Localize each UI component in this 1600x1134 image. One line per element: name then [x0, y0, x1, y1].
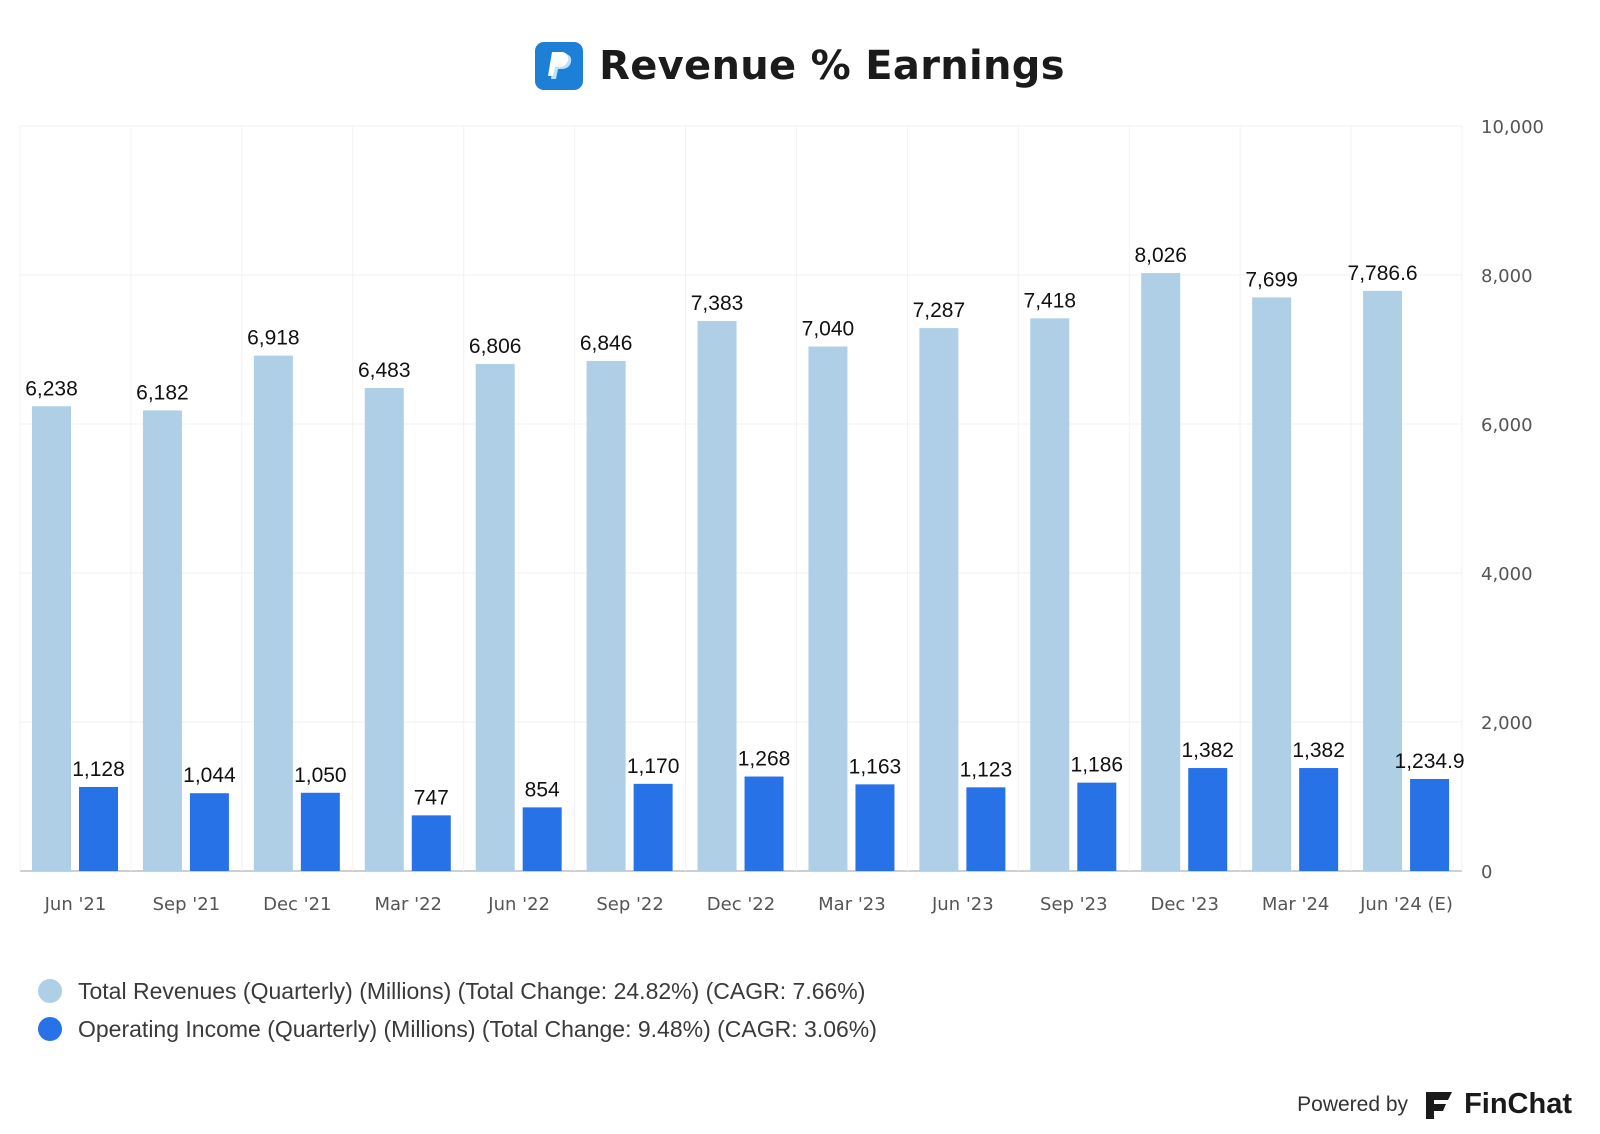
legend-item-operating-income[interactable]: Operating Income (Quarterly) (Millions) … — [38, 1010, 877, 1048]
data-label-operating-income: 1,382 — [1292, 739, 1345, 762]
x-axis-tick-labels: Jun '21 Sep '21 Dec '21 Mar '22 Jun '22 Sep '… — [44, 894, 1453, 915]
bar-revenue[interactable] — [697, 320, 737, 871]
data-label-revenue: 7,418 — [1024, 289, 1077, 312]
bar-operating-income[interactable] — [966, 787, 1006, 871]
data-label-revenue: 6,846 — [580, 332, 633, 355]
x-tick-label: Sep '23 — [1040, 894, 1108, 915]
bar-operating-income[interactable] — [1188, 768, 1228, 871]
gridlines — [19, 125, 1463, 872]
bar-revenue[interactable] — [32, 406, 71, 871]
powered-by-text: Powered by — [1297, 1092, 1409, 1116]
data-label-revenue: 6,918 — [247, 327, 300, 350]
data-label-revenue: 6,483 — [358, 359, 411, 382]
data-label-operating-income: 1,186 — [1071, 754, 1124, 777]
data-label-revenue: 7,040 — [802, 318, 855, 341]
x-tick-label: Mar '22 — [374, 894, 442, 915]
data-label-operating-income: 1,163 — [849, 755, 902, 778]
bar-operating-income[interactable] — [522, 807, 562, 871]
finchat-brand[interactable]: FinChat — [1464, 1088, 1572, 1120]
bar-revenue[interactable] — [253, 355, 293, 871]
bar-operating-income[interactable] — [633, 783, 673, 871]
y-axis-tick-labels: 0 2,000 4,000 6,000 8,000 10,000 — [1481, 117, 1544, 883]
footer: Powered by FinChat — [1297, 1088, 1572, 1121]
x-tick-label: Dec '22 — [707, 894, 775, 915]
legend-label-operating-income: Operating Income (Quarterly) (Millions) … — [78, 1015, 877, 1042]
bar-revenue[interactable] — [919, 328, 959, 871]
paypal-logo-icon — [535, 42, 584, 90]
y-tick-label: 10,000 — [1481, 117, 1544, 138]
bar-revenue[interactable] — [364, 388, 404, 871]
data-label-operating-income: 1,044 — [183, 764, 236, 787]
x-tick-label: Dec '21 — [263, 894, 331, 915]
bar-operating-income[interactable] — [189, 793, 229, 871]
bar-operating-income[interactable] — [300, 792, 340, 871]
data-labels: 6,238 1,128 6,182 1,044 6,918 1,050 6,483 747 6,… — [25, 244, 1464, 809]
legend-dot-operating-income — [38, 1017, 62, 1041]
bar-revenue[interactable] — [142, 410, 182, 871]
bar-operating-income[interactable] — [79, 786, 118, 871]
data-label-revenue: 8,026 — [1134, 244, 1187, 267]
x-tick-label: Mar '24 — [1262, 894, 1330, 915]
bar-revenue[interactable] — [1141, 273, 1181, 871]
x-tick-label: Sep '22 — [596, 894, 664, 915]
data-label-revenue: 7,383 — [691, 292, 744, 315]
bar-chart: 6,238 1,128 6,182 1,044 6,918 1,050 6,483 747 6,… — [19, 117, 1544, 915]
chart-title: Revenue % Earnings — [599, 43, 1065, 89]
data-label-operating-income: 1,123 — [960, 758, 1013, 781]
data-label-operating-income: 1,234.9 — [1395, 750, 1465, 773]
data-label-revenue: 6,806 — [469, 335, 522, 358]
data-label-operating-income: 1,128 — [72, 758, 125, 781]
data-label-revenue: 6,238 — [25, 377, 78, 400]
legend-item-revenue[interactable]: Total Revenues (Quarterly) (Millions) (T… — [38, 972, 877, 1010]
y-tick-label: 4,000 — [1481, 564, 1533, 585]
bar-revenue[interactable] — [1030, 318, 1070, 871]
data-label-revenue: 7,786.6 — [1348, 262, 1418, 285]
bar-revenue[interactable] — [808, 346, 848, 871]
data-label-operating-income: 854 — [525, 778, 560, 801]
data-label-operating-income: 1,050 — [294, 764, 347, 787]
data-label-operating-income: 1,170 — [627, 755, 680, 778]
bars — [32, 273, 1450, 871]
legend: Total Revenues (Quarterly) (Millions) (T… — [38, 972, 877, 1048]
legend-label-revenue: Total Revenues (Quarterly) (Millions) (T… — [78, 977, 866, 1004]
x-tick-label: Jun '24 (E) — [1359, 894, 1453, 915]
data-label-operating-income: 1,382 — [1181, 739, 1234, 762]
bar-operating-income[interactable] — [1077, 782, 1117, 871]
data-label-operating-income: 747 — [414, 786, 449, 809]
bar-revenue[interactable] — [475, 363, 515, 871]
data-label-revenue: 7,699 — [1245, 268, 1298, 291]
bar-operating-income[interactable] — [855, 784, 895, 871]
bar-operating-income[interactable] — [411, 815, 451, 871]
legend-dot-revenue — [38, 979, 62, 1003]
bar-operating-income[interactable] — [744, 776, 784, 871]
y-tick-label: 8,000 — [1481, 266, 1533, 287]
finchat-logo-icon — [1426, 1091, 1453, 1119]
bar-operating-income[interactable] — [1299, 768, 1339, 871]
bar-revenue[interactable] — [1252, 297, 1292, 871]
x-tick-label: Jun '23 — [931, 894, 994, 915]
y-tick-label: 2,000 — [1481, 713, 1533, 734]
x-tick-label: Jun '21 — [44, 894, 107, 915]
x-tick-label: Mar '23 — [818, 894, 886, 915]
y-tick-label: 0 — [1481, 862, 1492, 883]
data-label-revenue: 6,182 — [136, 381, 189, 404]
data-label-operating-income: 1,268 — [738, 748, 791, 771]
y-tick-label: 6,000 — [1481, 415, 1533, 436]
chart-header: Revenue % Earnings — [0, 36, 1600, 96]
data-label-revenue: 7,287 — [913, 299, 966, 322]
x-tick-label: Jun '22 — [487, 894, 550, 915]
x-tick-label: Sep '21 — [153, 894, 221, 915]
bar-operating-income[interactable] — [1410, 778, 1450, 871]
x-tick-label: Dec '23 — [1150, 894, 1218, 915]
bar-revenue[interactable] — [1363, 290, 1403, 871]
bar-revenue[interactable] — [586, 360, 626, 871]
